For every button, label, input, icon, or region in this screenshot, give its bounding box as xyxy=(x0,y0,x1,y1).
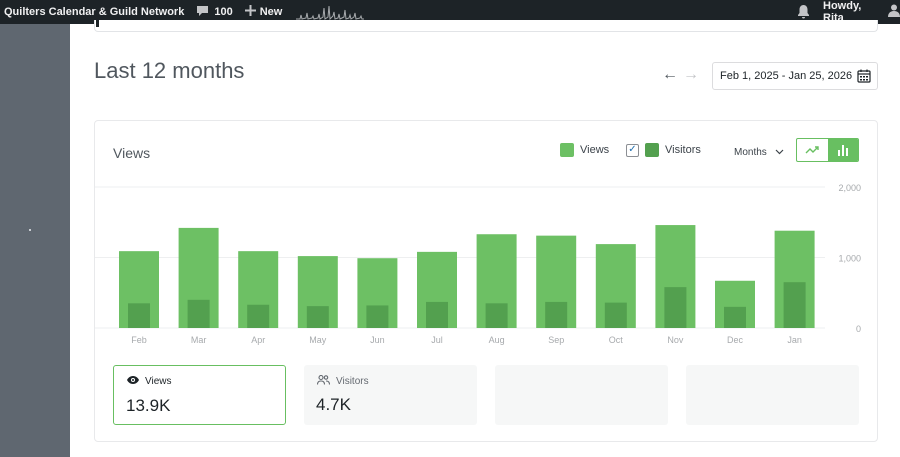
x-tick-label: Nov xyxy=(667,335,684,345)
legend-views[interactable]: Views xyxy=(560,143,609,157)
sparkline-icon xyxy=(296,5,365,20)
stat-card-placeholder xyxy=(495,365,668,425)
new-label: New xyxy=(259,6,283,18)
period-label: Months xyxy=(734,147,767,158)
stat-visitors-value: 4.7K xyxy=(316,395,351,414)
comments-count: 100 xyxy=(214,6,233,18)
stat-visitors-label: Visitors xyxy=(336,376,369,387)
views-bar-chart: 2,000 1,000 0 Feb Mar Apr May Jun Jul Aug Sep Oct No… xyxy=(95,183,861,345)
chart-type-toggle[interactable] xyxy=(796,138,859,162)
bar-chart-icon xyxy=(837,145,848,156)
legend-views-label: Views xyxy=(580,144,610,156)
admin-sidebar xyxy=(0,24,70,457)
bar-visitors xyxy=(366,305,389,328)
bar-visitors xyxy=(724,306,746,328)
calendar-icon xyxy=(857,69,871,86)
visitors-checkbox[interactable]: ✓ xyxy=(626,143,639,157)
eye-icon xyxy=(127,376,139,387)
site-name-link[interactable]: Quilters Calendar & Guild Network xyxy=(4,6,185,18)
stat-card-visitors[interactable]: Visitors 4.7K xyxy=(304,365,477,425)
date-range-picker[interactable]: Feb 1, 2025 - Jan 25, 2026 xyxy=(712,62,878,90)
plus-icon xyxy=(244,5,256,19)
new-content-link[interactable]: New xyxy=(244,0,283,24)
stat-views-value: 13.9K xyxy=(126,396,171,415)
page-title: Last 12 months xyxy=(94,58,245,83)
stat-card-views[interactable]: Views 13.9K xyxy=(113,365,286,425)
previous-period-button[interactable]: ← xyxy=(662,66,678,83)
x-tick-label: Aug xyxy=(489,335,505,345)
stat-views-label: Views xyxy=(145,376,172,387)
y-tick-label: 2,000 xyxy=(838,183,861,193)
date-range-text: Feb 1, 2025 - Jan 25, 2026 xyxy=(720,70,853,82)
legend-visitors[interactable]: ✓ Visitors xyxy=(626,143,701,157)
stat-card-placeholder xyxy=(686,365,859,425)
bar-visitors xyxy=(485,303,508,328)
bar-visitors xyxy=(426,301,448,328)
comments-link[interactable]: 100 xyxy=(196,0,233,24)
card-title: Views xyxy=(113,145,151,161)
x-tick-label: Oct xyxy=(609,335,624,345)
bar-visitors xyxy=(128,303,150,328)
stats-sparkline[interactable] xyxy=(296,0,365,24)
visitors-swatch xyxy=(645,143,659,157)
bar-visitors xyxy=(187,299,210,328)
bell-icon xyxy=(798,5,809,19)
y-tick-label: 0 xyxy=(856,324,861,334)
bar-chart-button[interactable] xyxy=(827,139,858,161)
bar-visitors xyxy=(247,304,270,328)
x-tick-label: May xyxy=(309,335,327,345)
notifications-button[interactable] xyxy=(797,5,810,22)
x-tick-label: Jun xyxy=(370,335,385,345)
previous-card-edge xyxy=(94,20,878,32)
main-content: Last 12 months ← → Feb 1, 2025 - Jan 25,… xyxy=(70,20,900,457)
x-tick-label: Feb xyxy=(131,335,147,345)
period-select[interactable]: Months xyxy=(734,147,784,158)
views-chart-card: Views Views ✓ Visitors Months 2,000 1,000… xyxy=(94,120,878,442)
views-swatch xyxy=(560,143,574,157)
x-tick-label: Dec xyxy=(727,335,744,345)
bar-visitors xyxy=(306,306,329,328)
x-tick-label: Sep xyxy=(548,335,564,345)
x-tick-label: Mar xyxy=(191,335,207,345)
chevron-down-icon xyxy=(775,147,784,158)
bar-visitors xyxy=(664,287,687,328)
line-chart-icon xyxy=(805,146,819,154)
y-tick-label: 1,000 xyxy=(838,254,861,264)
x-tick-label: Apr xyxy=(251,335,265,345)
people-icon xyxy=(316,374,331,388)
line-chart-button[interactable] xyxy=(797,139,828,161)
sidebar-dot xyxy=(29,229,31,231)
bar-visitors xyxy=(783,282,806,328)
bar-visitors xyxy=(604,302,627,328)
x-tick-label: Jul xyxy=(431,335,443,345)
comment-icon xyxy=(196,5,209,20)
x-tick-label: Jan xyxy=(787,335,802,345)
user-icon xyxy=(888,4,900,20)
bar-visitors xyxy=(545,301,568,328)
legend-visitors-label: Visitors xyxy=(665,144,701,156)
next-period-button[interactable]: → xyxy=(683,66,699,83)
previous-card-marker xyxy=(96,20,99,27)
